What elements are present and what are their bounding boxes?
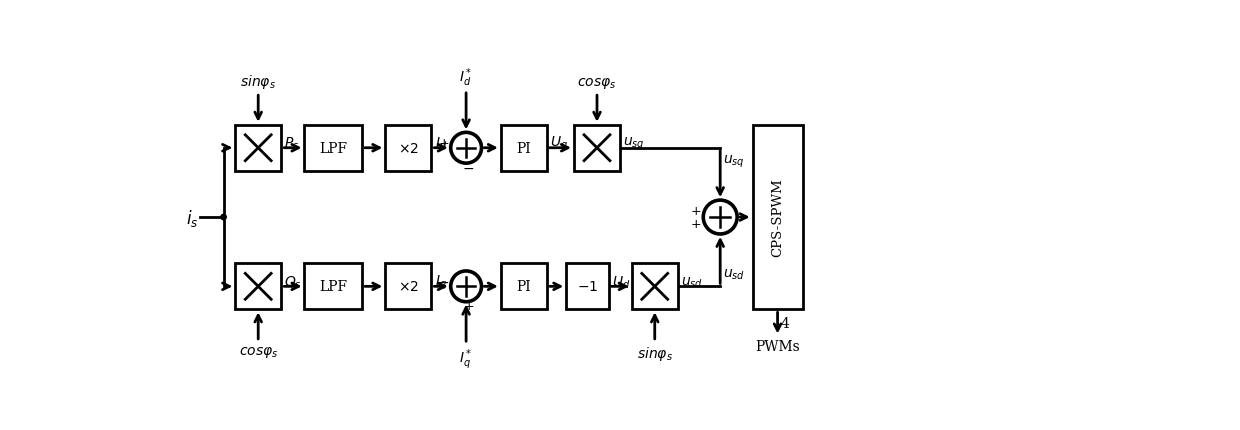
Bar: [753, 126, 802, 310]
Bar: [386, 126, 432, 172]
Circle shape: [703, 201, 737, 234]
Text: LPF: LPF: [319, 280, 347, 294]
Text: 4: 4: [781, 316, 790, 330]
Text: $u_{sd}$: $u_{sd}$: [681, 275, 703, 289]
Text: $U_d$: $U_d$: [611, 274, 630, 290]
Circle shape: [221, 215, 226, 220]
Text: $cos\varphi_s$: $cos\varphi_s$: [578, 76, 616, 91]
Text: PI: PI: [517, 280, 531, 294]
Text: $I_d^*$: $I_d^*$: [459, 66, 472, 89]
Bar: [236, 126, 281, 172]
Text: $+$: $+$: [463, 299, 474, 312]
Text: $U_q$: $U_q$: [551, 135, 568, 153]
Bar: [386, 264, 432, 310]
Bar: [631, 264, 678, 310]
Text: CPS-SPWM: CPS-SPWM: [771, 178, 784, 257]
Text: $u_{sd}$: $u_{sd}$: [723, 267, 744, 281]
Text: $I_q^*$: $I_q^*$: [459, 347, 472, 371]
Text: PWMs: PWMs: [755, 339, 800, 353]
Bar: [567, 264, 609, 310]
Text: $P_s$: $P_s$: [284, 135, 300, 152]
Bar: [304, 126, 362, 172]
Bar: [501, 126, 547, 172]
Text: $+$: $+$: [691, 217, 702, 230]
Text: $Q_s$: $Q_s$: [284, 274, 303, 290]
Text: $I_d$: $I_d$: [434, 135, 446, 152]
Text: $u_{sq}$: $u_{sq}$: [624, 135, 645, 152]
Text: LPF: LPF: [319, 141, 347, 155]
Text: $u_{sq}$: $u_{sq}$: [723, 153, 744, 169]
Text: $I_q$: $I_q$: [434, 273, 446, 291]
Text: $cos\varphi_s$: $cos\varphi_s$: [238, 344, 278, 359]
Text: $-$: $-$: [463, 161, 475, 175]
Text: $\times 2$: $\times 2$: [398, 280, 419, 294]
Circle shape: [450, 133, 481, 164]
Text: $-1$: $-1$: [577, 280, 598, 294]
Text: $-$: $-$: [438, 274, 450, 288]
Text: $sin\varphi_s$: $sin\varphi_s$: [241, 73, 277, 91]
Text: $i_s$: $i_s$: [186, 207, 198, 228]
Circle shape: [450, 271, 481, 302]
Text: $+$: $+$: [438, 137, 450, 150]
Bar: [501, 264, 547, 310]
Text: $+$: $+$: [691, 205, 702, 218]
Bar: [574, 126, 620, 172]
Text: PI: PI: [517, 141, 531, 155]
Text: $\times 2$: $\times 2$: [398, 141, 419, 155]
Bar: [236, 264, 281, 310]
Bar: [304, 264, 362, 310]
Text: $sin\varphi_s$: $sin\varphi_s$: [637, 344, 673, 362]
